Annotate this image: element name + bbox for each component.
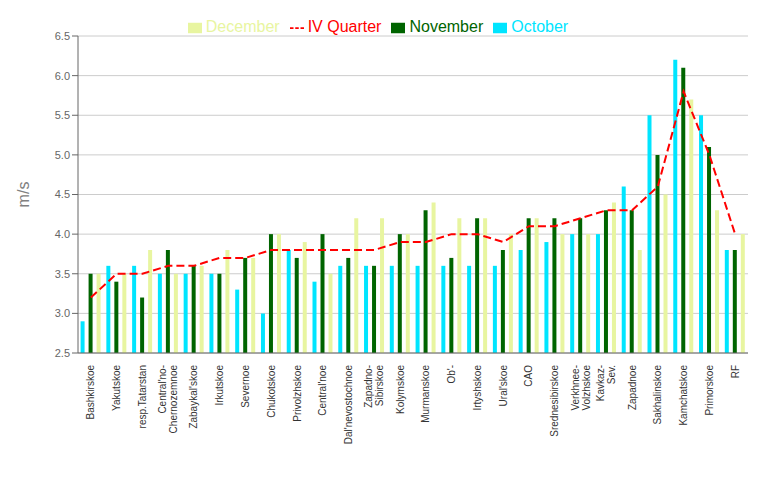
svg-text:6.5: 6.5 (55, 30, 70, 42)
svg-text:4.0: 4.0 (55, 228, 70, 240)
svg-text:Chukotskoe: Chukotskoe (266, 365, 277, 418)
html-text:October: October (511, 18, 569, 35)
html-text:November: November (409, 18, 484, 35)
svg-text:m/s: m/s (15, 182, 32, 208)
svg-text:5.5: 5.5 (55, 109, 70, 121)
svg-text:Yakutskoe: Yakutskoe (111, 365, 122, 411)
svg-text:4.5: 4.5 (55, 188, 70, 200)
svg-text:Kolymskoe: Kolymskoe (395, 365, 406, 414)
svg-text:CAO: CAO (523, 365, 534, 387)
svg-text:Zapadnoe: Zapadnoe (627, 365, 638, 410)
svg-text:Verkhnee-Volzhskoe: Verkhnee-Volzhskoe (570, 365, 592, 411)
svg-text:6.0: 6.0 (55, 70, 70, 82)
svg-text:Privolzhskoe: Privolzhskoe (292, 365, 303, 422)
svg-text:2.5: 2.5 (55, 347, 70, 359)
svg-text:Srednesibirskoe: Srednesibirskoe (549, 365, 560, 437)
svg-text:Kavkaz-Sev.: Kavkaz-Sev. (595, 365, 617, 401)
svg-text:3.0: 3.0 (55, 307, 70, 319)
svg-text:Sakhalinskoe: Sakhalinskoe (652, 365, 663, 425)
svg-text:Dal'nevostochnoe: Dal'nevostochnoe (343, 365, 354, 445)
svg-text:Severnoe: Severnoe (240, 365, 251, 408)
svg-text:Murmanskoe: Murmanskoe (420, 365, 431, 423)
svg-text:3.5: 3.5 (55, 268, 70, 280)
html-text:December: December (205, 18, 280, 35)
svg-text:Ural'skoe: Ural'skoe (498, 365, 509, 407)
svg-text:Kamchatskoe: Kamchatskoe (678, 365, 689, 426)
svg-text:Zapadno-Sibirskoe: Zapadno-Sibirskoe (363, 365, 385, 408)
svg-text:Bashkirskoe: Bashkirskoe (85, 365, 96, 420)
svg-text:RF: RF (730, 365, 741, 378)
svg-text:resp.Tatarstan: resp.Tatarstan (137, 365, 148, 428)
html-text:IV Quarter: IV Quarter (307, 18, 382, 35)
svg-text:Ob'-: Ob'- (446, 365, 457, 384)
svg-text:Primorskoe: Primorskoe (704, 365, 715, 416)
svg-text:5.0: 5.0 (55, 149, 70, 161)
svg-text:Central'noe: Central'noe (317, 365, 328, 416)
svg-text:Central'no-Chernozemnoe: Central'no-Chernozemnoe (157, 365, 179, 434)
svg-text:Irkutskoe: Irkutskoe (214, 365, 225, 406)
svg-text:Zabaykal'skoe: Zabaykal'skoe (188, 365, 199, 429)
svg-text:Irtyshskoe: Irtyshskoe (472, 365, 483, 411)
